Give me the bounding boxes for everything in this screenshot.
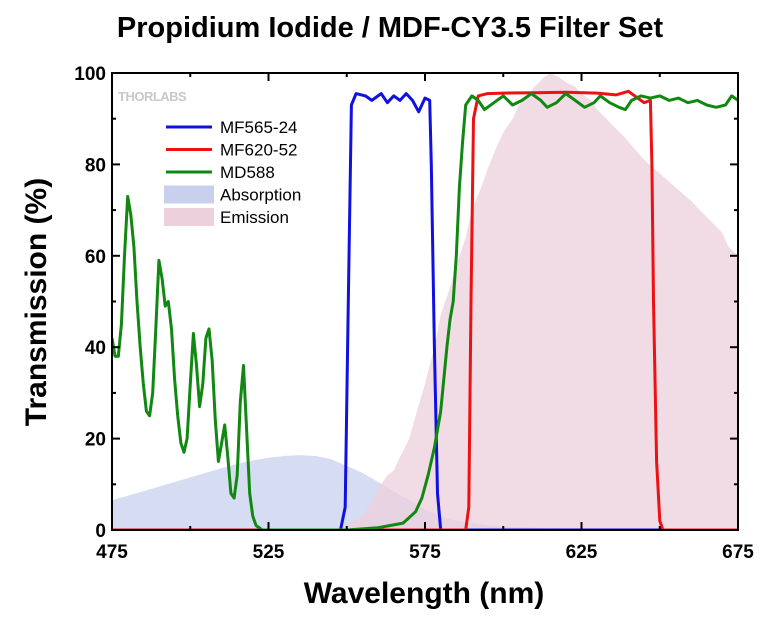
legend-label-mf620-52: MF620-52 <box>220 141 297 160</box>
area-layer <box>112 73 738 530</box>
x-tick-label: 675 <box>722 542 754 563</box>
y-axis-title: Transmission (%) <box>20 178 53 426</box>
y-tick-label: 100 <box>74 64 106 85</box>
series-emission-area <box>112 73 738 530</box>
x-tick-label: 475 <box>96 542 128 563</box>
x-tick-label: 575 <box>409 542 441 563</box>
legend-swatch-emission <box>164 208 214 226</box>
line-layer <box>112 89 738 530</box>
legend: MF565-24 MF620-52 MD588 Absorption Emission <box>164 118 301 227</box>
thorlabs-logo: THORLABS <box>118 89 187 104</box>
series-md588-line <box>112 92 738 530</box>
y-tick-label: 20 <box>85 430 106 451</box>
series-absorption-area <box>112 455 738 530</box>
y-tick-label: 60 <box>85 247 106 268</box>
y-tick-label: 40 <box>85 338 106 359</box>
x-tick-label: 525 <box>253 542 285 563</box>
y-tick-label: 0 <box>95 521 106 542</box>
legend-label-md588: MD588 <box>220 163 275 182</box>
legend-label-emission: Emission <box>220 208 289 227</box>
legend-label-mf565-24: MF565-24 <box>220 118 297 137</box>
x-tick-label: 625 <box>566 542 598 563</box>
series-mf565-24-line <box>112 92 738 530</box>
legend-swatch-absorption <box>164 185 214 204</box>
axes-layer: 475 525 575 625 675 0 20 40 60 80 100 <box>74 64 754 563</box>
legend-label-absorption: Absorption <box>220 186 301 205</box>
chart-title: Propidium Iodide / MDF-CY3.5 Filter Set <box>116 12 664 44</box>
x-axis-title: Wavelength (nm) <box>304 577 545 610</box>
y-tick-label: 80 <box>85 155 106 176</box>
series-mf620-52-line <box>112 89 738 530</box>
